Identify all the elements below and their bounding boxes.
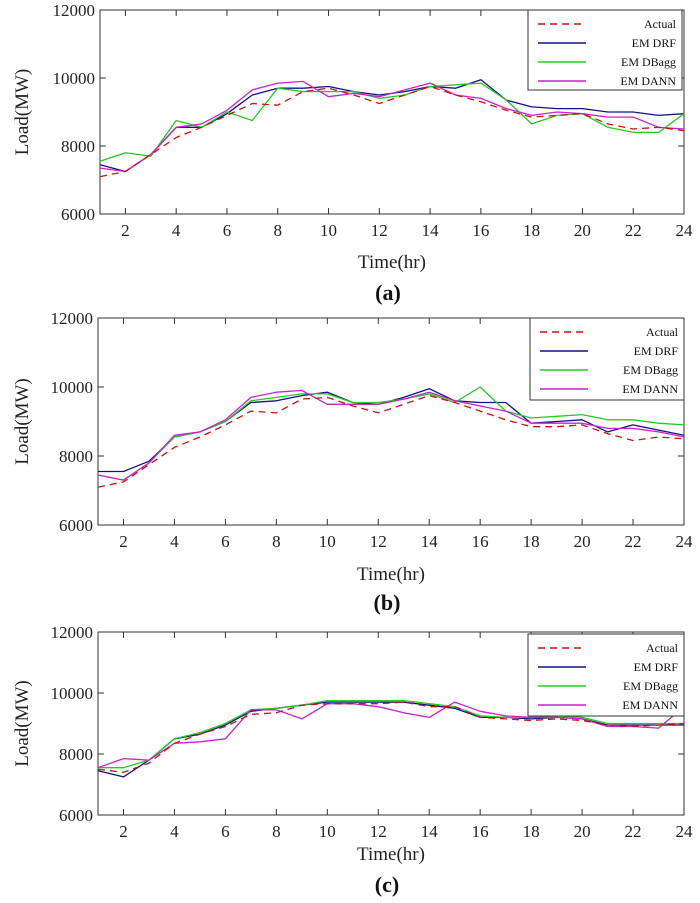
legend: Actual EM DRF EM DBagg EM DANN <box>527 9 683 91</box>
y-tick-label: 8000 <box>59 745 93 764</box>
x-tick-label: 4 <box>170 822 179 841</box>
x-tick-label: 22 <box>625 532 642 551</box>
legend-label-emdrf: EM DRF <box>634 660 679 674</box>
x-tick-label: 24 <box>676 221 694 240</box>
series-line-emdann <box>99 80 685 173</box>
y-axis-title: Load(MW) <box>12 378 33 465</box>
x-tick-label: 12 <box>370 532 387 551</box>
x-tick-label: 2 <box>121 221 130 240</box>
x-tick-label: 16 <box>472 532 489 551</box>
x-tick-label: 22 <box>625 221 642 240</box>
y-axis-title: Load(MW) <box>12 680 33 767</box>
y-tick-label: 10000 <box>53 69 96 88</box>
x-tick-label: 18 <box>523 822 540 841</box>
x-tick-label: 12 <box>371 221 388 240</box>
y-tick-label: 6000 <box>61 205 95 224</box>
x-tick-label: 18 <box>523 221 540 240</box>
y-tick-label: 12000 <box>53 1 96 20</box>
panel-caption: (b) <box>374 590 401 615</box>
legend-label-emdann: EM DANN <box>622 698 678 712</box>
panel-caption: (c) <box>375 872 399 897</box>
legend-label-emdbagg: EM DBagg <box>623 679 678 693</box>
x-tick-label: 24 <box>676 532 694 551</box>
panel-caption: (a) <box>375 280 401 305</box>
x-tick-label: 20 <box>574 822 591 841</box>
x-tick-label: 24 <box>676 822 694 841</box>
x-tick-label: 14 <box>421 822 439 841</box>
y-tick-label: 10000 <box>51 684 94 703</box>
x-tick-label: 4 <box>172 221 181 240</box>
x-tick-label: 20 <box>574 221 591 240</box>
x-tick-label: 6 <box>221 532 230 551</box>
y-tick-label: 8000 <box>59 447 93 466</box>
legend-label-emdrf: EM DRF <box>632 36 677 50</box>
legend: Actual EM DRF EM DBagg EM DANN <box>527 633 685 717</box>
legend-label-actual: Actual <box>646 325 679 339</box>
x-tick-label: 8 <box>273 221 282 240</box>
series-line-emdann <box>97 701 685 769</box>
x-tick-label: 16 <box>472 822 489 841</box>
x-axis-title: Time(hr) <box>358 252 426 273</box>
x-tick-label: 14 <box>421 532 439 551</box>
series-line-emdann <box>97 389 685 481</box>
x-tick-label: 8 <box>272 532 281 551</box>
y-tick-label: 6000 <box>59 516 93 535</box>
x-tick-label: 16 <box>472 221 489 240</box>
x-axis-title: Time(hr) <box>357 564 425 585</box>
x-tick-label: 18 <box>523 532 540 551</box>
y-tick-label: 12000 <box>51 309 94 328</box>
y-tick-label: 12000 <box>51 623 94 642</box>
x-tick-label: 2 <box>119 532 128 551</box>
legend-label-actual: Actual <box>646 641 679 655</box>
y-tick-label: 10000 <box>51 378 94 397</box>
legend-label-emdann: EM DANN <box>622 382 678 396</box>
y-tick-label: 6000 <box>59 806 93 825</box>
x-tick-label: 6 <box>223 221 232 240</box>
series-line-actual <box>97 701 685 773</box>
x-tick-label: 20 <box>574 532 591 551</box>
y-axis-title: Load(MW) <box>12 69 33 156</box>
legend-label-emdbagg: EM DBagg <box>623 363 678 377</box>
legend: Actual EM DRF EM DBagg EM DANN <box>529 317 685 401</box>
x-axis-title: Time(hr) <box>357 844 425 865</box>
legend-label-emdann: EM DANN <box>620 74 676 88</box>
x-tick-label: 8 <box>272 822 281 841</box>
series-line-actual <box>99 85 685 178</box>
legend-label-actual: Actual <box>644 17 677 31</box>
x-tick-label: 6 <box>221 822 230 841</box>
legend-label-emdrf: EM DRF <box>634 344 679 358</box>
x-tick-label: 22 <box>625 822 642 841</box>
series-line-actual <box>97 394 685 488</box>
x-tick-label: 10 <box>319 532 336 551</box>
x-tick-label: 2 <box>119 822 128 841</box>
x-tick-label: 14 <box>422 221 440 240</box>
series-line-emdbagg <box>98 699 684 769</box>
x-tick-label: 10 <box>319 822 336 841</box>
x-tick-label: 12 <box>370 822 387 841</box>
x-tick-label: 4 <box>170 532 179 551</box>
legend-label-emdbagg: EM DBagg <box>621 55 676 69</box>
y-tick-label: 8000 <box>61 137 95 156</box>
x-tick-label: 10 <box>320 221 337 240</box>
